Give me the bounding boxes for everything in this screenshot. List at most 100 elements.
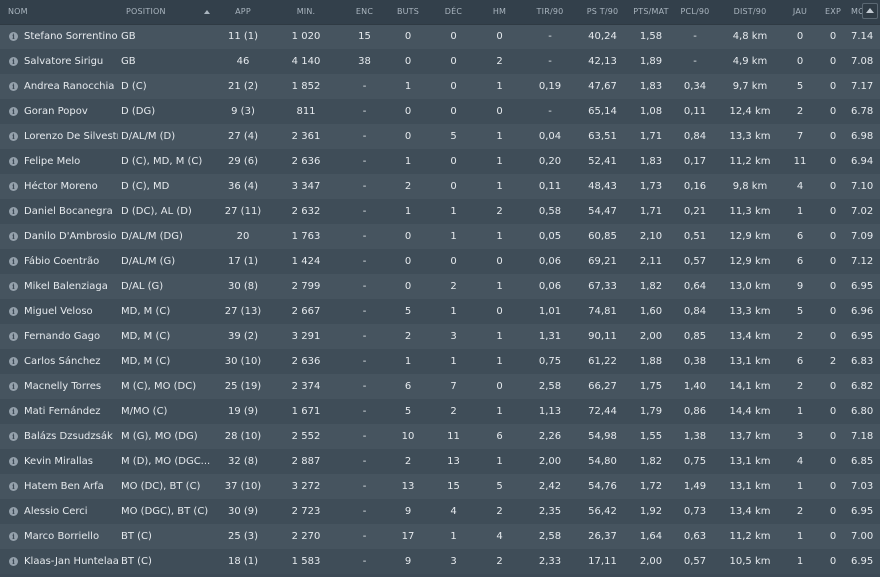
table-row[interactable]: i Héctor Moreno D (C), MD 36 (4) 3 347 - 2 0 1 0,… xyxy=(0,174,880,199)
table-row[interactable]: i Hatem Ben Arfa MO (DC), BT (C) 37 (10) 3 2… xyxy=(0,474,880,499)
info-icon[interactable]: i xyxy=(9,506,18,516)
column-header-dist90[interactable]: DIST/90 xyxy=(733,7,767,17)
cell-exp: 0 xyxy=(829,231,837,242)
column-header-pcl90[interactable]: PCL/90 xyxy=(680,7,710,17)
player-name[interactable]: Andrea Ranocchia xyxy=(24,81,115,92)
column-header-app[interactable]: APP xyxy=(235,7,251,17)
player-name[interactable]: Héctor Moreno xyxy=(24,181,98,192)
cell-ptsmat: 1,89 xyxy=(639,56,663,67)
cell-dec: 13 xyxy=(447,456,460,467)
info-icon[interactable]: i xyxy=(9,406,18,416)
cell-position: BT (C) xyxy=(121,556,152,567)
table-row[interactable]: i Danilo D'Ambrosio D/AL/M (DG) 20 1 763 - 0 1 1… xyxy=(0,224,880,249)
info-icon[interactable]: i xyxy=(9,481,18,491)
player-name[interactable]: Lorenzo De Silvestri xyxy=(24,131,118,142)
info-icon[interactable]: i xyxy=(9,106,18,116)
player-name[interactable]: Daniel Bocanegra xyxy=(24,206,113,217)
player-name[interactable]: Miguel Veloso xyxy=(24,306,93,317)
table-row[interactable]: i Daniel Bocanegra D (DC), AL (D) 27 (11) 2 … xyxy=(0,199,880,224)
column-header-tir90[interactable]: TIR/90 xyxy=(536,7,564,17)
info-icon[interactable]: i xyxy=(9,331,18,341)
player-name[interactable]: Fernando Gago xyxy=(24,331,101,342)
info-icon[interactable]: i xyxy=(9,181,18,191)
cell-moy: 7.18 xyxy=(851,431,874,442)
cell-jau: 6 xyxy=(796,356,804,367)
column-header-jau[interactable]: JAU xyxy=(792,7,808,17)
table-row[interactable]: i Miguel Veloso MD, M (C) 27 (13) 2 667 - 5 1 0 1… xyxy=(0,299,880,324)
cell-pst90: 60,85 xyxy=(588,231,617,242)
player-name[interactable]: Mikel Balenziaga xyxy=(24,281,108,292)
table-row[interactable]: i Carlos Sánchez MD, M (C) 30 (10) 2 636 - 1 1 1… xyxy=(0,349,880,374)
player-name[interactable]: Carlos Sánchez xyxy=(24,356,101,367)
scroll-up-icon[interactable] xyxy=(862,3,878,19)
column-header-nom[interactable]: NOM xyxy=(8,7,28,17)
table-row[interactable]: i Alessio Cerci MO (DGC), BT (C) 30 (9) 2 72… xyxy=(0,499,880,524)
player-name[interactable]: Goran Popov xyxy=(24,106,88,117)
cell-enc: - xyxy=(362,206,367,217)
column-header-hm[interactable]: HM xyxy=(492,7,507,17)
player-name[interactable]: Alessio Cerci xyxy=(24,506,88,517)
table-row[interactable]: i Klaas-Jan Huntelaar BT (C) 18 (1) 1 583 - 9 3… xyxy=(0,549,880,574)
player-name[interactable]: Felipe Melo xyxy=(24,156,81,167)
info-icon[interactable]: i xyxy=(9,56,18,66)
player-name[interactable]: Hatem Ben Arfa xyxy=(24,481,104,492)
player-name[interactable]: Macnelly Torres xyxy=(24,381,102,392)
column-header-ptsmat[interactable]: PTS/MAT xyxy=(633,7,669,17)
info-icon[interactable]: i xyxy=(9,531,18,541)
player-name[interactable]: Klaas-Jan Huntelaar xyxy=(24,556,118,567)
table-row[interactable]: i Fernando Gago MD, M (C) 39 (2) 3 291 - 2 3 1 1,… xyxy=(0,324,880,349)
cell-app: 29 (6) xyxy=(227,156,259,167)
info-icon[interactable]: i xyxy=(9,281,18,291)
table-row[interactable]: i Fábio Coentrão D/AL/M (G) 17 (1) 1 424 - 0 0 0… xyxy=(0,249,880,274)
table-row[interactable]: i Andrea Ranocchia D (C) 21 (2) 1 852 - 1 0 1 0,1… xyxy=(0,74,880,99)
player-name[interactable]: Danilo D'Ambrosio xyxy=(24,231,117,242)
info-icon[interactable]: i xyxy=(9,31,18,41)
info-icon[interactable]: i xyxy=(9,131,18,141)
table-row[interactable]: i Mikel Balenziaga D/AL (G) 30 (8) 2 799 - 0 2 1… xyxy=(0,274,880,299)
info-icon[interactable]: i xyxy=(9,256,18,266)
info-icon[interactable]: i xyxy=(9,381,18,391)
column-header-pst90[interactable]: PS T/90 xyxy=(586,7,619,17)
table-row[interactable]: i Mati Fernández M/MO (C) 19 (9) 1 671 - 5 2 1 1,… xyxy=(0,399,880,424)
cell-moy: 6.83 xyxy=(851,356,874,367)
column-header-position[interactable]: POSITION xyxy=(118,0,217,24)
info-icon[interactable]: i xyxy=(9,206,18,216)
table-row[interactable]: i Salvatore Sirigu GB 46 4 140 38 0 0 2 - 42,13 1,8… xyxy=(0,49,880,74)
player-name[interactable]: Balázs Dzsudzsák xyxy=(24,431,113,442)
cell-dist90: 4,8 km xyxy=(715,23,785,49)
column-header-exp[interactable]: EXP xyxy=(825,7,841,17)
info-icon[interactable]: i xyxy=(9,81,18,91)
player-name[interactable]: Kevin Mirallas xyxy=(24,456,93,467)
table-row[interactable]: i Macnelly Torres M (C), MO (DC) 25 (19) 2 3… xyxy=(0,374,880,399)
info-icon[interactable]: i xyxy=(9,556,18,566)
column-header-buts[interactable]: BUTS xyxy=(396,7,420,17)
player-name[interactable]: Stefano Sorrentino xyxy=(24,31,118,43)
player-name[interactable]: Salvatore Sirigu xyxy=(24,56,104,67)
table-row[interactable]: i Goran Popov D (DG) 9 (3) 811 - 0 0 0 - 65,14 1,08… xyxy=(0,99,880,124)
info-icon[interactable]: i xyxy=(9,356,18,366)
player-name[interactable]: Marco Borriello xyxy=(24,531,100,542)
info-icon[interactable]: i xyxy=(9,306,18,316)
cell-hm: 0 xyxy=(477,23,522,49)
column-header-enc[interactable]: ENC xyxy=(355,7,374,17)
table-row[interactable]: i Felipe Melo D (C), MD, M (C) 29 (6) 2 636 -… xyxy=(0,149,880,174)
player-name[interactable]: Fábio Coentrão xyxy=(24,256,100,267)
cell-ptsmat: 1,55 xyxy=(639,431,663,442)
info-icon[interactable]: i xyxy=(9,156,18,166)
info-icon[interactable]: i xyxy=(9,231,18,241)
cell-enc: - xyxy=(362,156,367,167)
table-row[interactable]: i Lorenzo De Silvestri D/AL/M (D) 27 (4) 2 3… xyxy=(0,124,880,149)
table-row[interactable]: i Stefano Sorrentino GB 11 (1) 1 020 15 0 0 0-40… xyxy=(0,23,880,49)
cell-buts: 0 xyxy=(404,106,412,117)
cell-position: MD, M (C) xyxy=(121,306,171,317)
info-icon[interactable]: i xyxy=(9,456,18,466)
info-icon[interactable]: i xyxy=(9,431,18,441)
table-row[interactable]: i Marco Borriello BT (C) 25 (3) 2 270 - 17 1 4 2,… xyxy=(0,524,880,549)
column-header-moy[interactable]: MOY xyxy=(851,7,870,17)
column-header-min[interactable]: MIN. xyxy=(296,7,316,17)
column-header-dec[interactable]: DÉC xyxy=(444,7,463,17)
player-name[interactable]: Mati Fernández xyxy=(24,406,101,417)
table-row[interactable]: i Balázs Dzsudzsák M (G), MO (DG) 28 (10) 2 … xyxy=(0,424,880,449)
cell-hm: 5 xyxy=(496,481,503,492)
table-row[interactable]: i Kevin Mirallas M (D), MO (DGC... 32 (8) 2 … xyxy=(0,449,880,474)
